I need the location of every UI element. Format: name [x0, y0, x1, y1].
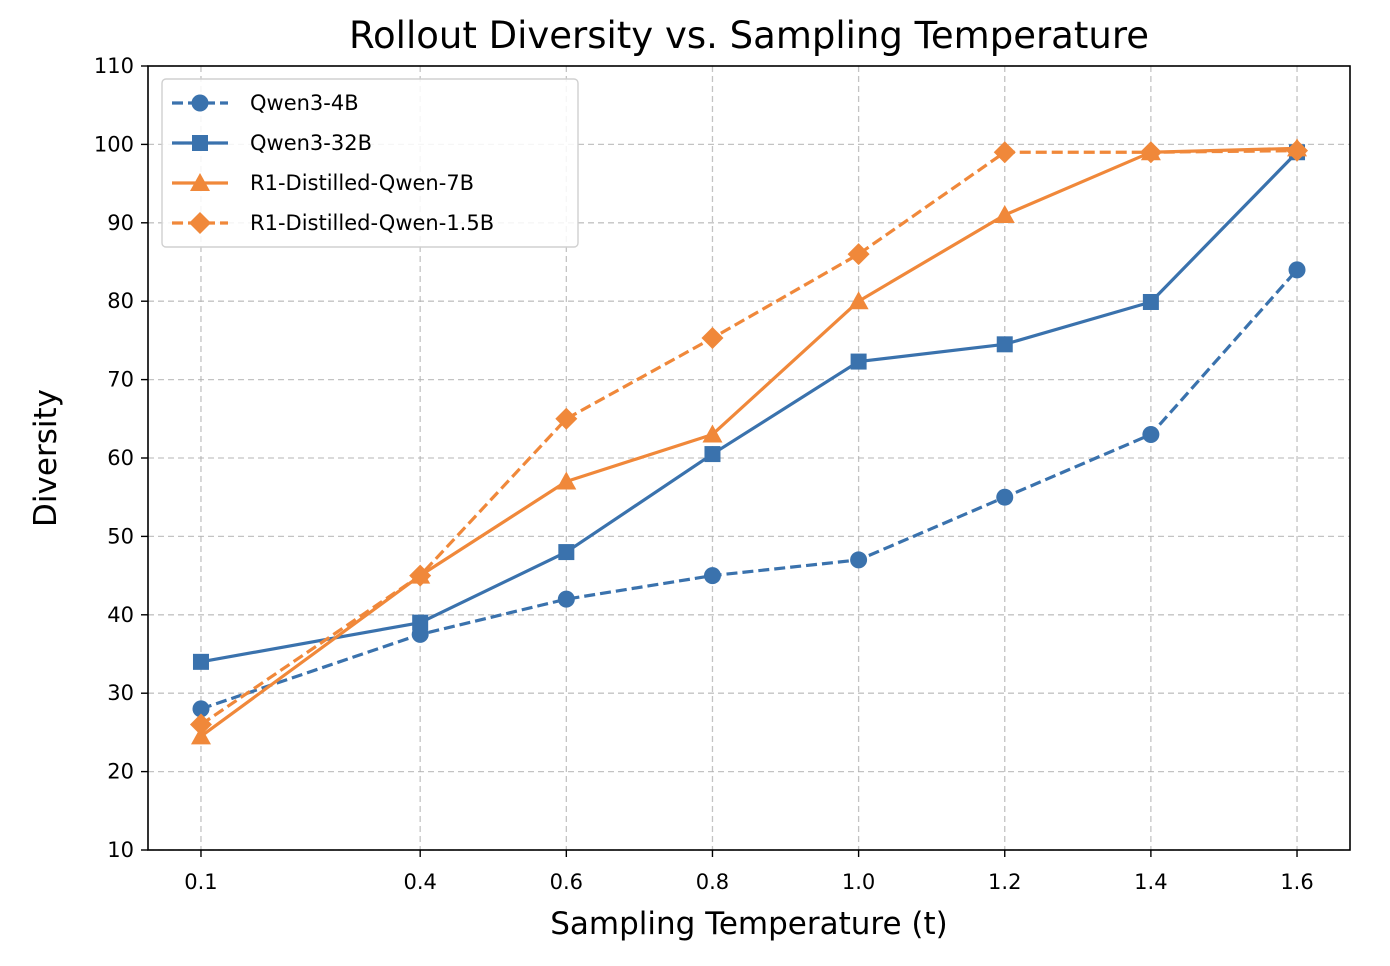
- x-tick-label: 1.4: [1134, 870, 1167, 894]
- data-point: [189, 713, 212, 736]
- legend-marker: [189, 212, 211, 234]
- y-tick-label: 70: [107, 368, 134, 392]
- data-point: [1139, 141, 1162, 164]
- data-point: [996, 336, 1013, 353]
- data-point: [1286, 139, 1309, 162]
- legend-entry: R1-Distilled-Qwen-7B: [172, 171, 474, 195]
- legend-entry: Qwen3-32B: [172, 131, 372, 155]
- data-point: [850, 551, 868, 569]
- data-point: [703, 567, 721, 585]
- data-point: [993, 141, 1016, 164]
- series-qwen3-4b: [192, 261, 1306, 718]
- x-tick-label: 0.4: [403, 870, 436, 894]
- y-axis-title: Diversity: [28, 389, 64, 527]
- legend-label: R1-Distilled-Qwen-7B: [250, 171, 474, 195]
- data-point: [848, 291, 869, 310]
- legend: Qwen3-4B Qwen3-32B R1-Distilled-Qwen-7B R1-…: [161, 78, 579, 248]
- x-tick-label: 0.8: [696, 870, 729, 894]
- series-line: [200, 149, 1298, 726]
- legend-box: [161, 78, 579, 248]
- data-point: [847, 243, 870, 266]
- data-point: [409, 564, 432, 587]
- data-point: [850, 353, 867, 370]
- grid: [148, 65, 1350, 851]
- y-tick-label: 90: [107, 211, 134, 235]
- legend-marker: [190, 173, 210, 191]
- data-point: [557, 590, 575, 608]
- series-line: [200, 268, 1299, 711]
- series-line: [200, 146, 1298, 738]
- data-point: [555, 407, 578, 430]
- data-point: [1142, 293, 1159, 310]
- chart-title: Rollout Diversity vs. Sampling Temperatu…: [349, 14, 1149, 57]
- y-tick-label: 100: [94, 132, 134, 156]
- data-point: [192, 700, 210, 718]
- y-tick-label: 60: [107, 446, 134, 470]
- legend-entry: R1-Distilled-Qwen-1.5B: [172, 211, 494, 235]
- data-point: [701, 327, 724, 350]
- legend-label: Qwen3-4B: [250, 91, 359, 115]
- data-point: [1288, 261, 1306, 279]
- data-point: [996, 488, 1014, 506]
- data-point: [412, 614, 429, 631]
- legend-label: R1-Distilled-Qwen-1.5B: [250, 211, 494, 235]
- data-point: [1142, 425, 1160, 443]
- y-tick-label: 20: [107, 760, 134, 784]
- y-tick-label: 80: [107, 289, 134, 313]
- x-tick-label: 1.6: [1280, 870, 1313, 894]
- x-tick-label: 0.6: [550, 870, 583, 894]
- legend-marker: [192, 135, 208, 151]
- y-tick-label: 110: [94, 54, 134, 78]
- data-point: [192, 653, 209, 670]
- y-tick-label: 50: [107, 524, 134, 548]
- data-point: [702, 424, 723, 443]
- data-point: [704, 446, 721, 463]
- series-r1-distilled-qwen-1-5b: [189, 139, 1309, 736]
- x-axis-title: Sampling Temperature (t): [550, 906, 948, 942]
- x-tick-label: 1.0: [842, 870, 875, 894]
- series-line: [200, 151, 1299, 664]
- series-layer: [189, 138, 1309, 745]
- y-tick-label: 10: [107, 838, 134, 862]
- x-tick-label: 1.2: [988, 870, 1021, 894]
- legend-label: Qwen3-32B: [250, 131, 372, 155]
- ticks: 0.1 0.4 0.6 0.8 1.0 1.2 1.4 1.6 10 20 30 40 50 60 70 80…: [94, 54, 1314, 894]
- data-point: [556, 471, 577, 490]
- x-tick-label: 0.1: [184, 870, 217, 894]
- data-point: [994, 204, 1015, 223]
- data-point: [558, 544, 575, 561]
- legend-marker: [191, 94, 209, 112]
- y-tick-label: 30: [107, 681, 134, 705]
- legend-entry: Qwen3-4B: [172, 91, 359, 115]
- y-tick-label: 40: [107, 603, 134, 627]
